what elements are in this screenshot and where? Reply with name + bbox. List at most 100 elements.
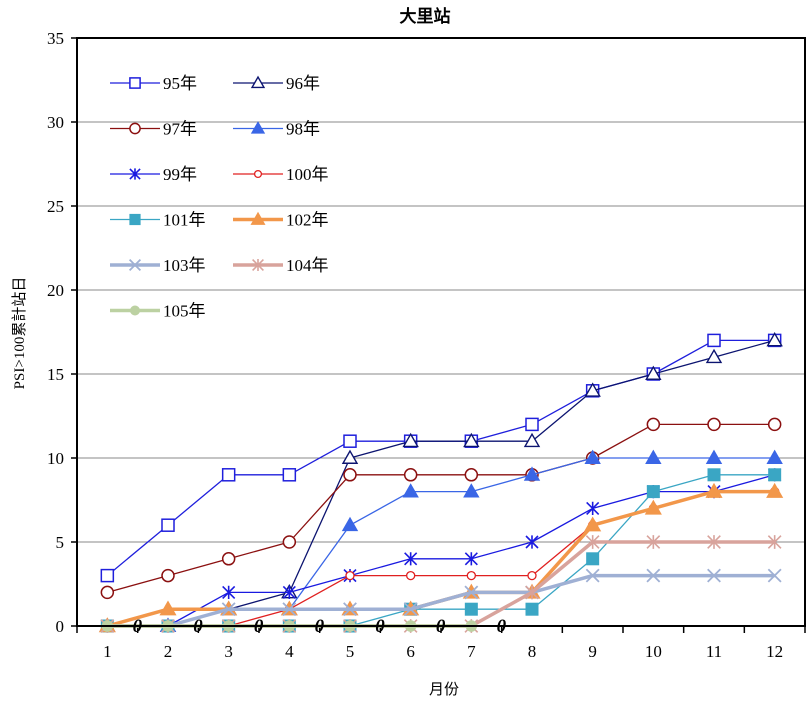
legend-item-96年: 96年	[233, 74, 320, 93]
legend-item-105年: 105年	[110, 302, 206, 321]
legend-item-98年: 98年	[233, 120, 320, 139]
point-97年-5	[343, 468, 357, 482]
point-100年-5	[345, 570, 355, 581]
y-tick-label-15: 15	[47, 365, 64, 384]
point-101年-10	[646, 485, 660, 499]
legend-item-103年: 103年	[110, 256, 206, 275]
x-axis-ticks: 1 2 3 4 5 6 7 8 9 10 11 12	[76, 626, 806, 661]
point-103年-11	[707, 568, 721, 583]
series-line-103年	[107, 573, 775, 628]
legend-label: 95年	[163, 74, 197, 93]
point-101年-11	[707, 468, 721, 482]
point-103年-4	[282, 602, 297, 617]
x-tick-label-10: 10	[645, 642, 662, 661]
point-95年-11	[707, 333, 721, 348]
point-98年-10	[645, 449, 662, 464]
point-98年-11	[705, 449, 723, 464]
point-104年-8	[525, 585, 539, 600]
legend-label: 105年	[163, 302, 206, 321]
legend-label: 98年	[286, 120, 320, 139]
x-tick-label-6: 6	[406, 642, 415, 661]
series-line-97年	[107, 423, 775, 594]
x-tick-label-8: 8	[528, 642, 537, 661]
point-97年-1	[100, 585, 115, 600]
point-96年-11	[705, 348, 723, 364]
point-104年-10	[646, 535, 661, 549]
point-103年-3	[221, 602, 236, 617]
series-group	[98, 331, 784, 633]
y-axis-label: PSI>100累計站日	[11, 277, 28, 390]
y-tick-label-25: 25	[47, 197, 64, 216]
x-axis-label: 月份	[429, 681, 459, 698]
point-101年-9	[586, 552, 600, 566]
series-97年	[100, 417, 782, 600]
legend-swatch-marker	[250, 211, 266, 225]
point-99年-3	[222, 585, 236, 599]
point-97年-7	[464, 468, 479, 482]
legend-label: 99年	[163, 165, 197, 184]
point-95年-4	[282, 468, 297, 482]
point-104年-12	[767, 535, 782, 549]
point-101年-7	[464, 602, 478, 616]
y-tick-label-5: 5	[56, 533, 65, 552]
x-tick-label-7: 7	[467, 642, 476, 661]
point-99年-9	[586, 501, 600, 515]
y-axis-ticks: 0 5 10 15 20 25 30 35	[47, 29, 77, 636]
point-98年-7	[463, 483, 480, 498]
point-103年-9	[585, 568, 600, 583]
legend-item-99年: 99年	[110, 165, 197, 184]
x-tick-label-12: 12	[766, 642, 783, 661]
point-101年-8	[525, 602, 539, 616]
x-tick-label-9: 9	[588, 642, 597, 661]
x-tick-label-11: 11	[706, 642, 722, 661]
point-97年-11	[707, 417, 721, 432]
y-tick-label-30: 30	[47, 113, 64, 132]
legend-swatch-marker	[129, 168, 141, 180]
point-103年-12	[767, 568, 782, 583]
point-97年-2	[161, 568, 175, 583]
point-101年-12	[768, 468, 782, 482]
legend-swatch-marker	[253, 169, 263, 179]
point-95年-1	[100, 568, 115, 583]
point-103年-6	[403, 602, 418, 617]
legend-item-100年: 100年	[233, 165, 329, 184]
point-104年-9	[585, 535, 600, 549]
y-tick-label-20: 20	[47, 281, 64, 300]
legend: 95年 96年 97年 98年 99年 100年 101年 102年 103年 104年 105年	[110, 74, 329, 321]
legend-label: 104年	[286, 256, 329, 275]
point-99年-6	[404, 552, 418, 566]
legend-swatch-marker	[129, 77, 141, 89]
point-98年-5	[341, 516, 359, 532]
x-tick-label-3: 3	[224, 642, 233, 661]
legend-swatch-marker	[128, 258, 142, 272]
point-104年-11	[707, 535, 721, 549]
point-97年-3	[221, 552, 236, 566]
legend-swatch-marker	[130, 305, 140, 316]
point-98年-6	[402, 483, 419, 498]
point-102年-10	[644, 499, 662, 515]
point-99年-8	[525, 535, 539, 549]
legend-label: 96年	[286, 74, 320, 93]
point-96年-7	[463, 432, 480, 448]
legend-item-104年: 104年	[233, 256, 329, 275]
series-96年	[99, 331, 783, 632]
point-103年-10	[646, 568, 661, 583]
legend-label: 97年	[163, 120, 197, 139]
gridlines	[77, 121, 805, 543]
legend-item-102年: 102年	[233, 211, 329, 230]
legend-item-95年: 95年	[110, 74, 197, 93]
legend-swatch-marker	[129, 122, 141, 135]
point-103年-7	[464, 585, 479, 600]
point-97年-12	[767, 417, 782, 432]
legend-swatch-marker	[252, 259, 264, 271]
point-100年-7	[466, 570, 476, 581]
point-100年-6	[406, 570, 416, 581]
point-96年-9	[584, 382, 601, 397]
y-tick-label-0: 0	[56, 617, 65, 636]
x-tick-label-1: 1	[103, 642, 112, 661]
plot-area-frame	[76, 37, 806, 627]
point-96年-10	[645, 365, 662, 380]
series-line-99年	[107, 474, 775, 627]
point-99年-7	[464, 552, 478, 566]
